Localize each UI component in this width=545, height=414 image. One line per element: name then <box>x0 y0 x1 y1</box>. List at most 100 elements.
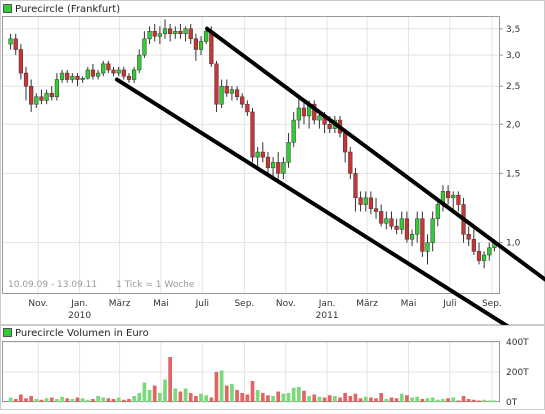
candle-body <box>127 76 131 79</box>
volume-bar <box>101 398 105 403</box>
candle-body <box>173 31 177 33</box>
candle-body <box>292 120 296 142</box>
volume-bar <box>266 395 270 402</box>
volume-bar <box>96 396 100 402</box>
volume-bar <box>441 399 445 402</box>
candle-body <box>91 70 95 76</box>
candle-body <box>199 41 203 49</box>
volume-bar <box>240 393 244 402</box>
volume-bar <box>189 393 193 402</box>
volume-bar <box>421 399 425 402</box>
volume-bar <box>328 395 332 402</box>
candle-body <box>19 49 23 73</box>
candle-body <box>354 173 358 197</box>
volume-bar <box>127 399 131 402</box>
candle-body <box>40 97 44 101</box>
candle-body <box>29 86 33 104</box>
candle-body <box>328 124 332 128</box>
volume-bar <box>431 398 435 403</box>
candle-body <box>436 205 440 219</box>
candle-body <box>446 191 450 197</box>
candle-body <box>60 73 64 79</box>
volume-bar <box>230 384 234 402</box>
volume-legend-swatch <box>4 329 12 337</box>
candle-body <box>343 133 347 152</box>
candle-body <box>132 70 136 80</box>
candle-body <box>426 243 430 252</box>
volume-bar <box>204 395 208 402</box>
x-tick-label: Nov. <box>28 299 48 309</box>
x-tick-label: März <box>109 299 131 309</box>
candle-body <box>271 162 275 167</box>
candle-body <box>482 255 486 261</box>
volume-bar <box>117 398 121 403</box>
volume-bar <box>14 399 18 402</box>
candle-body <box>457 195 461 204</box>
volume-bar <box>86 400 90 402</box>
candle-body <box>348 152 352 173</box>
candle-body <box>117 70 121 73</box>
volume-bar <box>369 398 373 403</box>
volume-bar <box>209 398 213 403</box>
x-tick-label: Jan. <box>318 299 336 309</box>
x-tick-label: Mai <box>401 299 417 309</box>
candle-body <box>179 31 183 33</box>
candle-body <box>487 248 491 255</box>
candle-body <box>374 209 378 212</box>
volume-bar <box>122 400 126 402</box>
candle-body <box>122 70 126 76</box>
volume-bar <box>34 399 38 402</box>
volume-bar <box>45 398 49 402</box>
candle-body <box>395 226 399 229</box>
x-tick-label: Juli <box>195 299 209 309</box>
volume-bar <box>143 383 147 403</box>
volume-bar <box>348 396 352 402</box>
candle-body <box>81 78 85 79</box>
volume-bar <box>256 390 260 402</box>
candle-body <box>70 76 74 79</box>
volume-bar <box>338 398 342 403</box>
volume-bar <box>415 397 419 402</box>
candle-body <box>251 112 255 157</box>
volume-legend-label: Purecircle Volumen in Euro <box>15 328 149 339</box>
candle-body <box>384 219 388 224</box>
volume-bar <box>158 393 162 402</box>
volume-bar <box>220 371 224 403</box>
volume-bar <box>225 386 229 403</box>
volume-bar <box>153 386 157 403</box>
candle-body <box>467 234 471 239</box>
volume-bar <box>163 380 167 403</box>
volume-bar <box>487 401 491 403</box>
candle-body <box>55 80 59 97</box>
candle-body <box>96 73 100 76</box>
candle-body <box>410 234 414 239</box>
volume-bar <box>395 398 399 402</box>
candle-body <box>225 86 229 93</box>
volume-bar <box>215 372 219 402</box>
candle-body <box>168 29 172 34</box>
volume-bar <box>271 396 275 402</box>
candle-body <box>24 73 28 86</box>
candle-body <box>34 97 38 104</box>
volume-bar <box>493 401 497 403</box>
volume-bar <box>297 387 301 402</box>
x-tick-label: März <box>356 299 378 309</box>
volume-bar <box>194 396 198 402</box>
price-y-tick-label: 3,5 <box>506 25 520 35</box>
candle-body <box>76 76 80 79</box>
tick-note: 1 Tick = 1 Woche <box>116 280 195 290</box>
candle-body <box>302 108 306 116</box>
candle-body <box>364 198 368 205</box>
price-y-tick-label: 3,0 <box>506 51 521 61</box>
volume-bar <box>400 394 404 402</box>
price-y-tick-label: 2,0 <box>506 120 521 130</box>
candle-body <box>45 93 49 100</box>
candle-body <box>379 211 383 223</box>
volume-bar <box>462 396 466 402</box>
candle-body <box>405 219 409 239</box>
x-tick-label: Sep. <box>234 299 254 309</box>
volume-bar <box>477 401 481 403</box>
candle-body <box>261 152 265 157</box>
candle-body <box>282 162 286 173</box>
